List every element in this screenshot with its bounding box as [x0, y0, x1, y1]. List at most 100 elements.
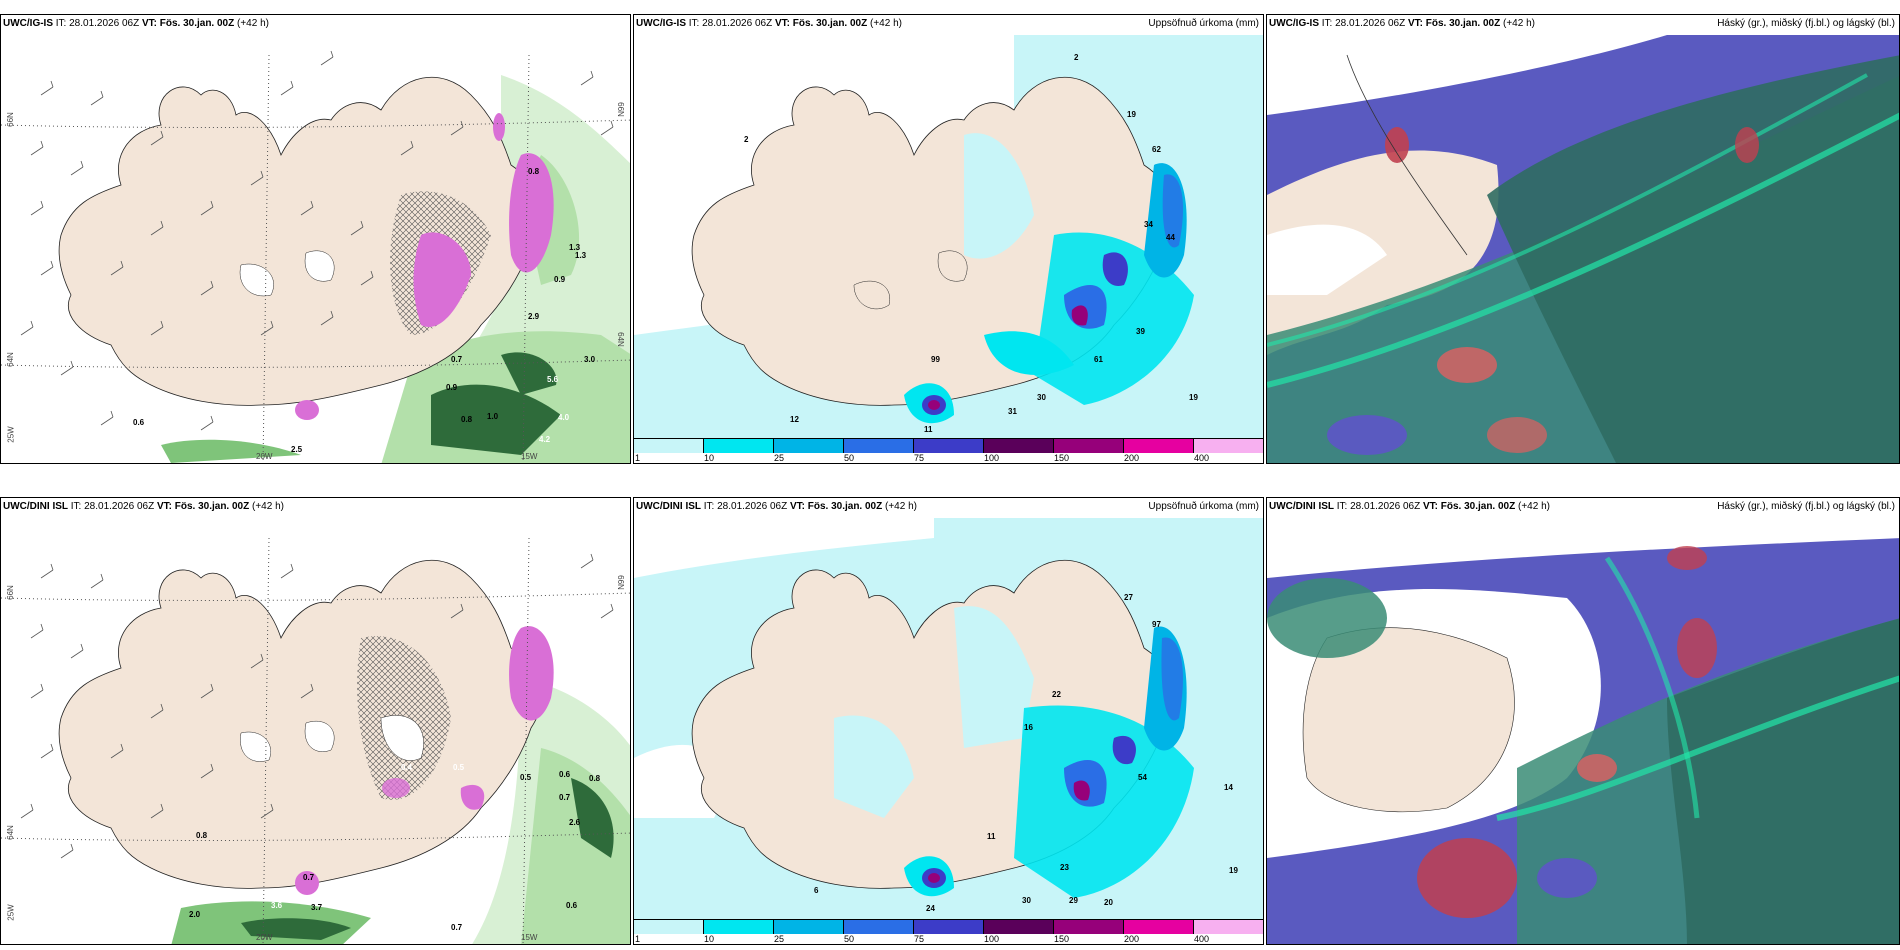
panel-bottom-middle: UWC/DINI ISL IT: 28.01.2026 06Z VT: Fös.… — [633, 497, 1264, 945]
cb-label: 10 — [704, 934, 715, 944]
wind-value: 1.0 — [487, 412, 499, 421]
precip-value: 62 — [1152, 145, 1161, 154]
cb-label: 1 — [635, 453, 641, 463]
wind-value: 0.6 — [133, 418, 145, 427]
cb-cell — [634, 920, 704, 934]
lat-label: 66N — [5, 585, 15, 600]
wind-value: 3.6 — [271, 901, 283, 910]
cb-cell — [844, 439, 914, 453]
colorbar-labels: 1 10 25 50 75 100 150 200 400 — [634, 934, 1263, 944]
precip-map — [634, 35, 1263, 441]
cb-cell — [984, 439, 1054, 453]
precip-value: 97 — [1152, 620, 1161, 629]
wind-value: 0.7 — [559, 793, 571, 802]
cb-label: 1 — [635, 934, 641, 944]
lon-label: 15W — [521, 452, 538, 461]
cb-cell — [914, 439, 984, 453]
wind-value: 4.0 — [558, 413, 570, 422]
precip-value: 23 — [1060, 863, 1069, 872]
precip-value: 29 — [1069, 896, 1078, 905]
cb-cell — [984, 920, 1054, 934]
wind-value: 2.5 — [291, 445, 303, 454]
wind-value: 0.8 — [528, 167, 540, 176]
panel-title: UWC/IG-IS IT: 28.01.2026 06Z VT: Fös. 30… — [636, 18, 902, 29]
cb-label: 200 — [1124, 453, 1140, 463]
cb-label: 400 — [1194, 934, 1210, 944]
lat-label: 66N — [616, 102, 626, 117]
cb-cell — [1054, 439, 1124, 453]
cb-label: 150 — [1054, 934, 1070, 944]
wind-value: 2.0 — [189, 910, 201, 919]
precip-value: 11 — [924, 425, 933, 434]
cb-label: 10 — [704, 453, 715, 463]
cb-cell — [704, 439, 774, 453]
wind-value: 5.6 — [547, 375, 559, 384]
precip-value: 11 — [987, 832, 996, 841]
precip-value: 24 — [926, 904, 935, 913]
cb-cell — [1124, 920, 1194, 934]
lon-label: 20W — [256, 452, 273, 461]
precip-value: 14 — [1224, 783, 1233, 792]
cb-label: 100 — [984, 934, 1000, 944]
panel-title: UWC/DINI ISL IT: 28.01.2026 06Z VT: Fös.… — [636, 501, 917, 512]
wind-value: 2.6 — [569, 818, 581, 827]
colorbar-labels: 1 10 25 50 75 100 150 200 400 — [634, 453, 1263, 463]
wind-value: 0.6 — [566, 901, 578, 910]
cb-label: 25 — [774, 453, 785, 463]
precip-value: 99 — [931, 355, 940, 364]
cb-cell — [634, 439, 704, 453]
wind-value: 2.9 — [528, 312, 540, 321]
cb-label: 75 — [914, 934, 925, 944]
panel-title: UWC/IG-IS IT: 28.01.2026 06Z VT: Fös. 30… — [3, 18, 269, 29]
cb-label: 75 — [914, 453, 925, 463]
cb-cell — [1194, 439, 1263, 453]
cb-cell — [1194, 920, 1263, 934]
wind-value: 0.8 — [461, 415, 473, 424]
lat-label: 66N — [616, 575, 626, 590]
wind-value: 0.8 — [589, 774, 601, 783]
wind-value: 0.9 — [446, 383, 458, 392]
precip-value: 30 — [1022, 896, 1031, 905]
cloud-map — [1267, 35, 1899, 463]
panel-title: UWC/DINI ISL IT: 28.01.2026 06Z VT: Fös.… — [3, 501, 284, 512]
precip-value: 19 — [1229, 866, 1238, 875]
wind-value: 0.4 — [401, 763, 413, 772]
colorbar-cells — [634, 439, 1263, 453]
lat-label: 64N — [616, 332, 626, 347]
panel-top-left: UWC/IG-IS IT: 28.01.2026 06Z VT: Fös. 30… — [0, 14, 631, 464]
lat-label: 66N — [5, 112, 15, 127]
precip-value: 12 — [790, 415, 799, 424]
cb-cell — [1124, 439, 1194, 453]
panel-subtitle: Uppsöfnuð úrkoma (mm) — [1148, 18, 1259, 29]
precip-value: 44 — [1166, 233, 1175, 242]
cloud-map — [1267, 518, 1899, 944]
cb-cell — [774, 920, 844, 934]
wind-precip-map — [1, 537, 630, 944]
cb-cell — [844, 920, 914, 934]
cb-cell — [1054, 920, 1124, 934]
wind-value: 0.5 — [520, 773, 532, 782]
cb-label: 25 — [774, 934, 785, 944]
precip-map — [634, 518, 1263, 922]
lon-label: 25W — [6, 904, 16, 921]
precip-value: 20 — [1104, 898, 1113, 907]
wind-value: 1.3 — [575, 251, 587, 260]
wind-value: 0.8 — [196, 831, 208, 840]
wind-value: 0.7 — [303, 873, 315, 882]
lat-label: 64N — [5, 825, 15, 840]
wind-value: 0.7 — [451, 923, 463, 932]
precip-value: 6 — [814, 886, 819, 895]
precip-value: 61 — [1094, 355, 1103, 364]
panel-bottom-left: UWC/DINI ISL IT: 28.01.2026 06Z VT: Fös.… — [0, 497, 631, 945]
precip-colorbar: 1 10 25 50 75 100 150 200 400 — [634, 919, 1263, 944]
lon-label: 25W — [6, 426, 16, 443]
wind-value: 0.5 — [453, 763, 465, 772]
lat-label: 64N — [5, 352, 15, 367]
cb-label: 150 — [1054, 453, 1070, 463]
colorbar-cells — [634, 920, 1263, 934]
panel-title: UWC/IG-IS IT: 28.01.2026 06Z VT: Fös. 30… — [1269, 18, 1535, 29]
panel-top-right: UWC/IG-IS IT: 28.01.2026 06Z VT: Fös. 30… — [1266, 14, 1900, 464]
precip-colorbar: 1 10 25 50 75 100 150 200 400 — [634, 438, 1263, 463]
precip-value: 27 — [1124, 593, 1133, 602]
precip-value: 22 — [1052, 690, 1061, 699]
